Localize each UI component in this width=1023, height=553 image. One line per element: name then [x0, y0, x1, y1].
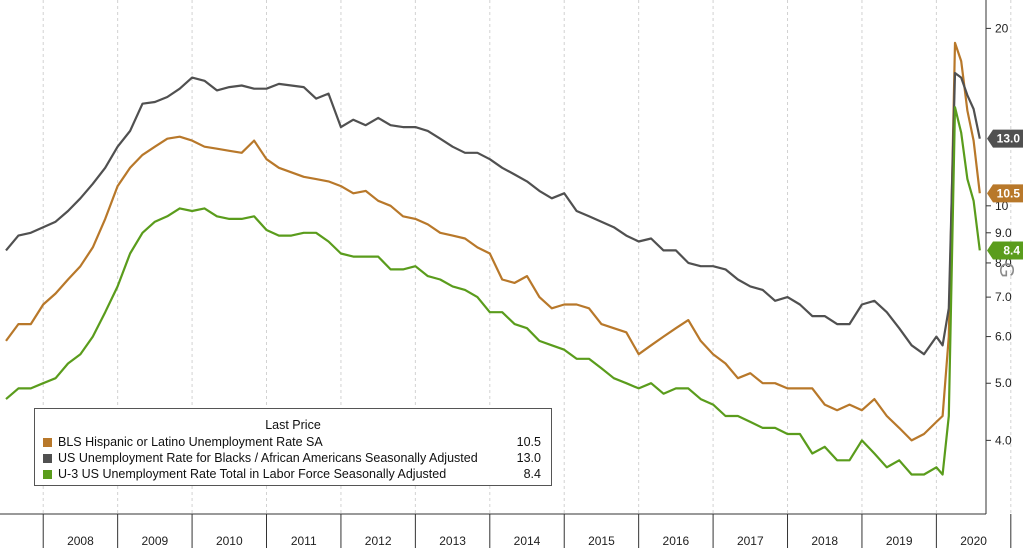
legend-entry-hispanic: BLS Hispanic or Latino Unemployment Rate…	[43, 435, 541, 451]
x-tick-label: 2017	[737, 534, 764, 548]
last-price-tag-label: 10.5	[997, 186, 1021, 200]
legend-label-black: US Unemployment Rate for Blacks / Africa…	[58, 451, 478, 465]
legend-swatch-black	[43, 454, 52, 463]
x-tick-label: 2015	[588, 534, 615, 548]
y-tick-label: 20	[995, 21, 1009, 35]
x-tick-label: 2016	[663, 534, 690, 548]
x-tick-label: 2009	[142, 534, 169, 548]
x-tick-label: 2010	[216, 534, 243, 548]
legend-entry-black: US Unemployment Rate for Blacks / Africa…	[43, 451, 541, 467]
y-tick-label: 5.0	[995, 376, 1012, 390]
last-price-tags: 10.5 13.0 8.4	[987, 129, 1023, 260]
x-tick-label: 2008	[67, 534, 94, 548]
y-tick-label: 7.0	[995, 290, 1012, 304]
x-tick-label: 2011	[291, 534, 317, 548]
last-price-tag-bg	[987, 241, 1023, 260]
legend-value-hispanic: 10.5	[516, 435, 541, 449]
x-tick-label: 2014	[514, 534, 541, 548]
legend-swatch-hispanic	[43, 438, 52, 447]
series-line-0	[5, 41, 981, 442]
last-price-tag-label: 13.0	[997, 132, 1021, 146]
legend-value-total: 8.4	[523, 467, 541, 481]
y-tick-label: 4.0	[995, 433, 1012, 447]
last-price-tag-bg	[987, 129, 1023, 148]
y-tick-label: 6.0	[995, 330, 1012, 344]
legend: Last Price BLS Hispanic or Latino Unempl…	[34, 408, 552, 486]
legend-entry-total: U-3 US Unemployment Rate Total in Labor …	[43, 467, 541, 483]
series-layer	[5, 41, 981, 476]
x-tick-label: 2018	[811, 534, 838, 548]
legend-swatch-total	[43, 470, 52, 479]
legend-label-hispanic: BLS Hispanic or Latino Unemployment Rate…	[58, 435, 323, 449]
legend-value-black: 13.0	[516, 451, 541, 465]
last-price-tag-bg	[987, 184, 1023, 203]
y-tick-label: 9.0	[995, 226, 1012, 240]
series-line-2	[5, 106, 981, 476]
last-price-tag-label: 8.4	[1003, 243, 1020, 257]
x-tick-label: 2013	[439, 534, 466, 548]
x-tick-label: 2012	[365, 534, 392, 548]
legend-title: Last Price	[265, 418, 321, 432]
watermark-logo: G	[995, 262, 1017, 278]
series-line-1	[5, 71, 981, 356]
x-tick-label: 2020	[960, 534, 987, 548]
legend-label-total: U-3 US Unemployment Rate Total in Labor …	[58, 467, 447, 481]
x-tick-label: 2019	[886, 534, 913, 548]
